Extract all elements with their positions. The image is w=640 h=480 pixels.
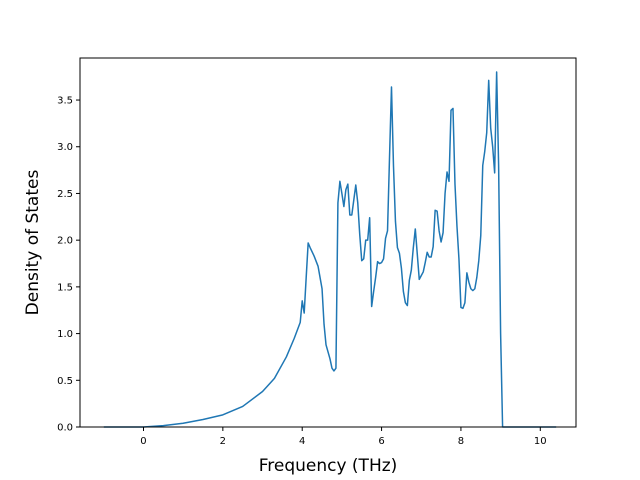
x-tick-label: 4 [299, 436, 305, 447]
y-tick-label: 2.0 [57, 236, 73, 247]
x-tick-label: 10 [534, 436, 547, 447]
y-tick-label: 0.0 [57, 423, 73, 434]
y-tick-label: 3.5 [57, 96, 73, 107]
x-axis-label: Frequency (THz) [259, 456, 398, 476]
x-tick-label: 8 [458, 436, 464, 447]
y-axis-label: Density of States [23, 170, 43, 316]
x-axis-ticks: 0 2 4 6 8 10 [140, 427, 547, 447]
y-axis-ticks: 0.0 0.5 1.0 1.5 2.0 2.5 3.0 3.5 [57, 96, 80, 434]
axes-frame [79, 57, 577, 428]
x-tick-label: 2 [220, 436, 226, 447]
y-tick-label: 2.5 [57, 189, 73, 200]
plot-area [79, 57, 577, 428]
y-tick-label: 1.5 [57, 282, 73, 293]
x-tick-label: 6 [378, 436, 384, 447]
dos-series-line [103, 71, 557, 428]
y-tick-label: 3.0 [57, 142, 73, 153]
x-tick-label: 0 [140, 436, 146, 447]
y-tick-label: 0.5 [57, 376, 73, 387]
y-tick-label: 1.0 [57, 329, 73, 340]
